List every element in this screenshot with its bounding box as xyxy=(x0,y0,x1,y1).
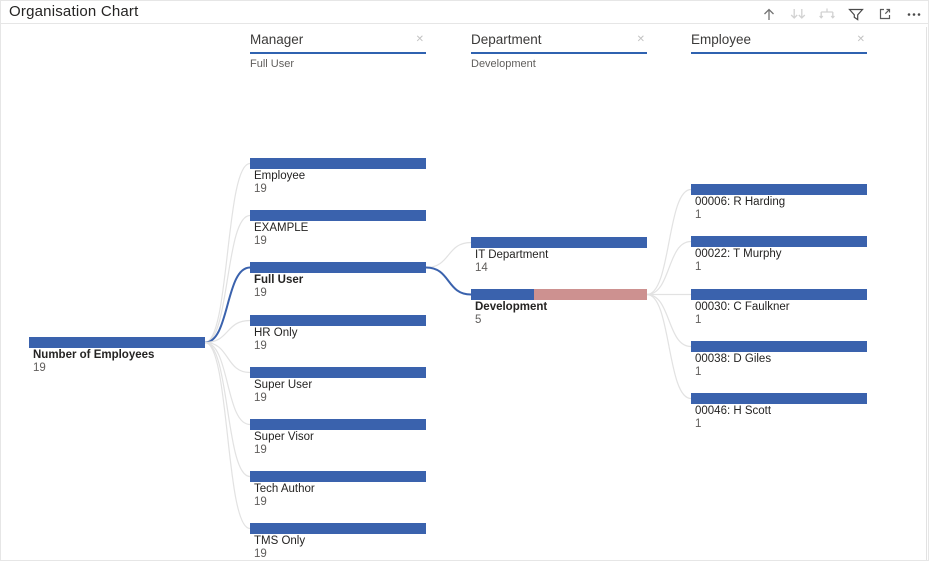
column-selected-value xyxy=(691,58,867,71)
column-header-manager: Manager ✕ Full User xyxy=(250,32,426,71)
node-value: 19 xyxy=(254,444,267,456)
visual-toolbar xyxy=(760,5,923,23)
node-bar[interactable] xyxy=(471,289,647,300)
node-value: 19 xyxy=(254,548,267,560)
node-bar[interactable] xyxy=(691,393,867,404)
page-title: Organisation Chart xyxy=(9,3,139,20)
node-bar[interactable] xyxy=(250,367,426,378)
node-bar[interactable] xyxy=(250,315,426,326)
clear-field-icon[interactable]: ✕ xyxy=(856,34,865,45)
tree-node-tms-only[interactable]: TMS Only 19 xyxy=(250,523,426,560)
column-label: Department xyxy=(471,32,542,47)
node-value: 19 xyxy=(254,340,267,352)
node-value: 1 xyxy=(695,209,702,221)
node-bar[interactable] xyxy=(250,471,426,482)
tree-node-00006-r-harding[interactable]: 00006: R Harding 1 xyxy=(691,184,867,222)
column-selected-value: Development xyxy=(471,58,536,70)
focus-mode-icon[interactable] xyxy=(876,5,894,23)
expand-all-icon[interactable] xyxy=(818,5,836,23)
node-value: 1 xyxy=(695,261,702,273)
node-label: Full User xyxy=(254,274,304,286)
node-bar[interactable] xyxy=(250,262,426,273)
clear-field-icon[interactable]: ✕ xyxy=(415,34,424,45)
node-value: 19 xyxy=(33,362,46,374)
tree-node-employee[interactable]: Employee 19 xyxy=(250,158,426,196)
node-label: 00030: C Faulkner xyxy=(695,301,790,313)
node-bar[interactable] xyxy=(471,237,647,248)
node-bar[interactable] xyxy=(691,236,867,247)
column-label: Manager xyxy=(250,32,304,47)
tree-node-example[interactable]: EXAMPLE 19 xyxy=(250,210,426,248)
node-label: Employee xyxy=(254,170,306,182)
node-bar[interactable] xyxy=(250,210,426,221)
node-bar[interactable] xyxy=(250,419,426,430)
tree-node-00030-c-faulkner[interactable]: 00030: C Faulkner 1 xyxy=(691,289,867,327)
node-value: 1 xyxy=(695,314,702,326)
node-bar[interactable] xyxy=(250,158,426,169)
column-header-department: Department ✕ Development xyxy=(471,32,647,71)
filter-icon[interactable] xyxy=(847,5,865,23)
node-bar[interactable] xyxy=(691,184,867,195)
tree-node-super-visor[interactable]: Super Visor 19 xyxy=(250,419,426,457)
node-value: 14 xyxy=(475,262,488,274)
node-label: Super User xyxy=(254,379,313,391)
node-label: 00006: R Harding xyxy=(695,196,786,208)
column-label: Employee xyxy=(691,32,752,47)
node-value: 1 xyxy=(695,366,702,378)
tree-node-full-user[interactable]: Full User 19 xyxy=(250,262,426,300)
node-bar[interactable] xyxy=(250,523,426,534)
node-label: IT Department xyxy=(475,249,549,261)
tree-node-hr-only[interactable]: HR Only 19 xyxy=(250,315,426,353)
tree-node-number-of-employees[interactable]: Number of Employees 19 xyxy=(29,337,205,375)
clear-field-icon[interactable]: ✕ xyxy=(636,34,645,45)
tree-node-development[interactable]: Development 5 xyxy=(471,289,647,327)
collapse-up-icon[interactable] xyxy=(760,5,778,23)
node-value: 19 xyxy=(254,235,267,247)
node-label: Development xyxy=(475,301,548,313)
tree-node-00022-t-murphy[interactable]: 00022: T Murphy 1 xyxy=(691,236,867,274)
node-bar[interactable] xyxy=(29,337,205,348)
node-label: Tech Author xyxy=(254,483,315,495)
tree-node-00046-h-scott[interactable]: 00046: H Scott 1 xyxy=(691,393,867,431)
tree-node-00038-d-giles[interactable]: 00038: D Giles 1 xyxy=(691,341,867,379)
node-value: 19 xyxy=(254,392,267,404)
node-value: 19 xyxy=(254,287,267,299)
column-selected-value: Full User xyxy=(250,58,295,70)
node-label: 00038: D Giles xyxy=(695,353,772,365)
node-value: 19 xyxy=(254,183,267,195)
node-label: 00046: H Scott xyxy=(695,405,772,417)
node-label: Number of Employees xyxy=(33,349,155,361)
node-label: HR Only xyxy=(254,327,298,339)
column-header-employee: Employee ✕ xyxy=(691,32,867,71)
more-options-icon[interactable] xyxy=(905,5,923,23)
tree-node-super-user[interactable]: Super User 19 xyxy=(250,367,426,405)
node-label: Super Visor xyxy=(254,431,314,443)
scrollbar[interactable] xyxy=(926,27,927,560)
node-bar[interactable] xyxy=(691,341,867,352)
node-value: 5 xyxy=(475,314,482,326)
tree-node-tech-author[interactable]: Tech Author 19 xyxy=(250,471,426,509)
node-bar[interactable] xyxy=(691,289,867,300)
title-divider xyxy=(1,23,928,24)
node-value: 1 xyxy=(695,418,702,430)
tree-node-it-department[interactable]: IT Department 14 xyxy=(471,237,647,275)
node-label: 00022: T Murphy xyxy=(695,248,782,260)
node-label: EXAMPLE xyxy=(254,222,309,234)
node-label: TMS Only xyxy=(254,535,306,547)
expand-next-level-icon[interactable] xyxy=(789,5,807,23)
node-value: 19 xyxy=(254,496,267,508)
